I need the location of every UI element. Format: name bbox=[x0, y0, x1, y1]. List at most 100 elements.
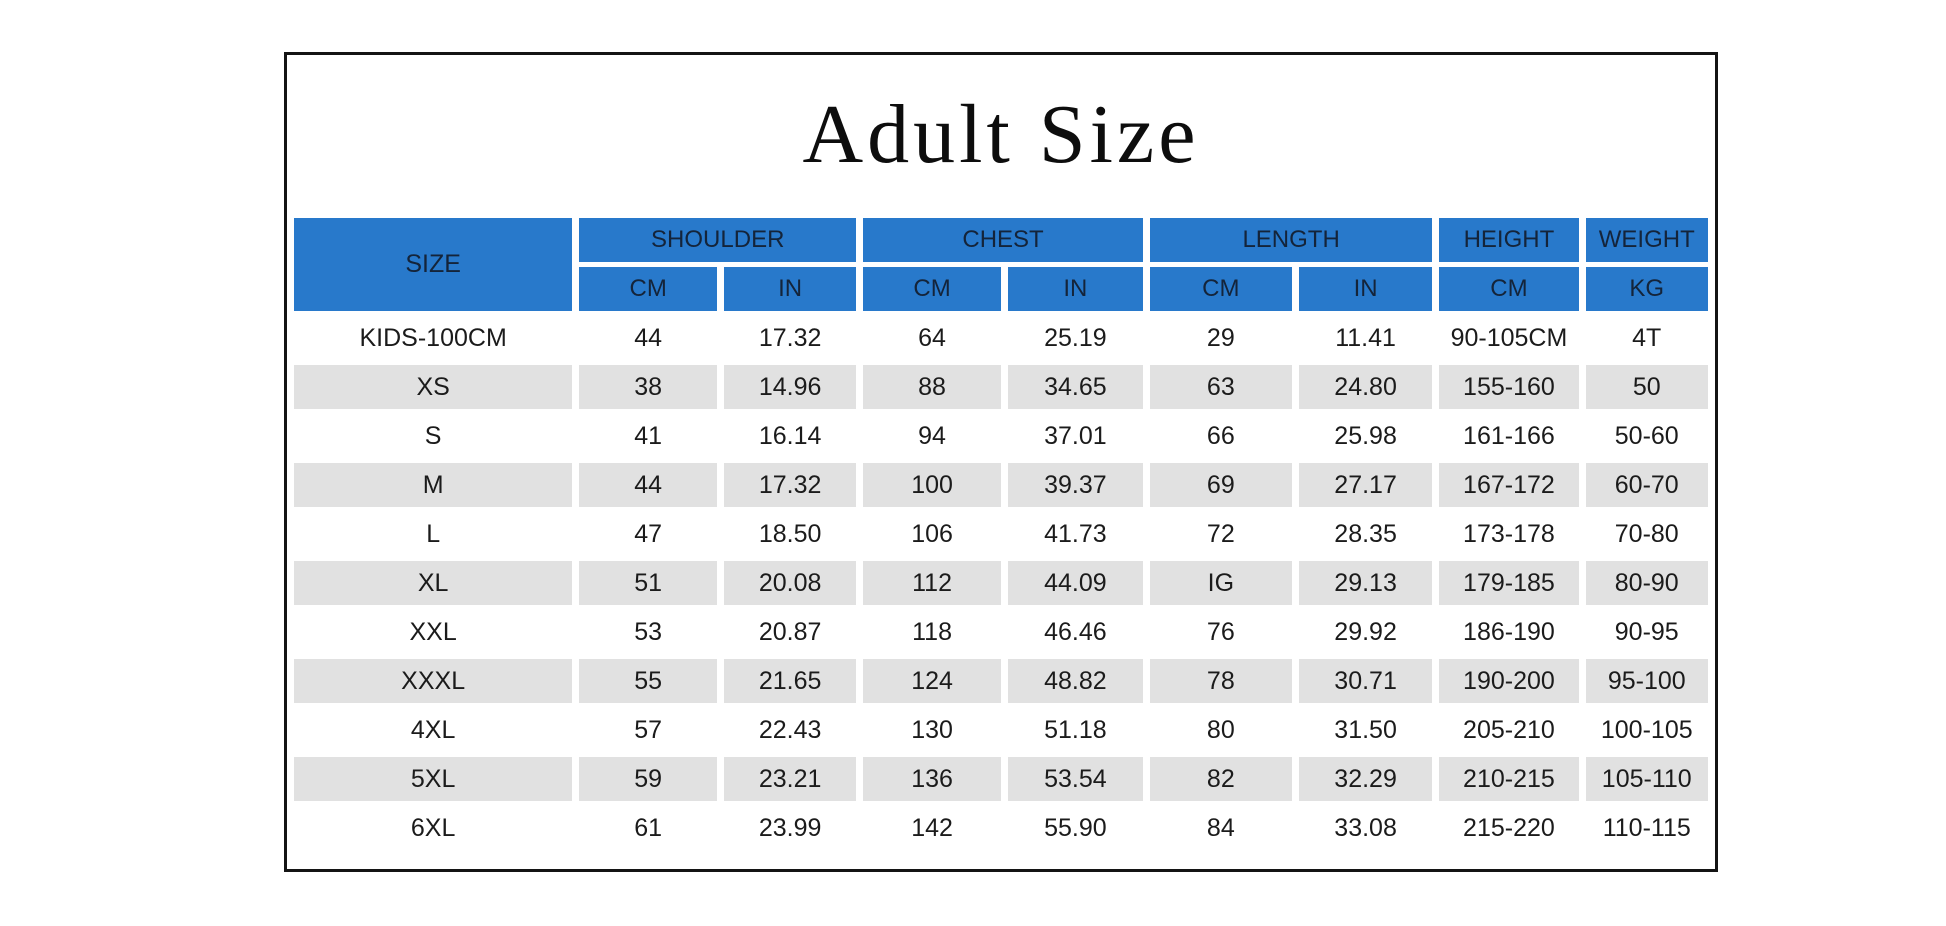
value-cell-weight-kg: 4T bbox=[1585, 316, 1708, 360]
page-title: Adult Size bbox=[802, 87, 1200, 181]
value-cell-chest-cm: 142 bbox=[863, 806, 1001, 850]
value-cell-height-cm: 186-190 bbox=[1439, 610, 1579, 654]
unit-shoulder-cm: CM bbox=[579, 267, 718, 311]
col-header-weight: WEIGHT bbox=[1585, 218, 1708, 262]
value-cell-shoulder-in: 23.21 bbox=[724, 757, 857, 801]
value-cell-length-in: 24.80 bbox=[1298, 365, 1433, 409]
value-cell-shoulder-in: 16.14 bbox=[724, 414, 857, 458]
value-cell-chest-cm: 136 bbox=[863, 757, 1001, 801]
value-cell-shoulder-cm: 41 bbox=[579, 414, 718, 458]
value-cell-chest-in: 37.01 bbox=[1007, 414, 1143, 458]
value-cell-chest-cm: 100 bbox=[863, 463, 1001, 507]
value-cell-height-cm: 179-185 bbox=[1439, 561, 1579, 605]
value-cell-length-cm: 72 bbox=[1149, 512, 1292, 556]
value-cell-chest-cm: 112 bbox=[863, 561, 1001, 605]
value-cell-length-cm: 66 bbox=[1149, 414, 1292, 458]
value-cell-shoulder-cm: 61 bbox=[579, 806, 718, 850]
value-cell-length-in: 29.13 bbox=[1298, 561, 1433, 605]
value-cell-length-cm: IG bbox=[1149, 561, 1292, 605]
value-cell-length-cm: 63 bbox=[1149, 365, 1292, 409]
value-cell-shoulder-cm: 44 bbox=[579, 463, 718, 507]
table-row: 4XL 57 22.43 130 51.18 80 31.50 205-210 … bbox=[294, 708, 1708, 752]
value-cell-length-cm: 78 bbox=[1149, 659, 1292, 703]
unit-weight-kg: KG bbox=[1585, 267, 1708, 311]
value-cell-chest-in: 34.65 bbox=[1007, 365, 1143, 409]
value-cell-chest-cm: 118 bbox=[863, 610, 1001, 654]
value-cell-chest-cm: 106 bbox=[863, 512, 1001, 556]
value-cell-chest-cm: 94 bbox=[863, 414, 1001, 458]
value-cell-length-in: 31.50 bbox=[1298, 708, 1433, 752]
table-row: KIDS-100CM 44 17.32 64 25.19 29 11.41 90… bbox=[294, 316, 1708, 360]
value-cell-length-cm: 69 bbox=[1149, 463, 1292, 507]
value-cell-chest-in: 55.90 bbox=[1007, 806, 1143, 850]
table-row: XL 51 20.08 112 44.09 IG 29.13 179-185 8… bbox=[294, 561, 1708, 605]
col-header-chest: CHEST bbox=[863, 218, 1143, 262]
value-cell-shoulder-in: 14.96 bbox=[724, 365, 857, 409]
value-cell-shoulder-in: 18.50 bbox=[724, 512, 857, 556]
col-header-height: HEIGHT bbox=[1439, 218, 1579, 262]
col-header-size: SIZE bbox=[294, 218, 573, 311]
value-cell-length-cm: 84 bbox=[1149, 806, 1292, 850]
value-cell-weight-kg: 70-80 bbox=[1585, 512, 1708, 556]
value-cell-shoulder-cm: 59 bbox=[579, 757, 718, 801]
value-cell-length-in: 25.98 bbox=[1298, 414, 1433, 458]
size-cell: 5XL bbox=[294, 757, 573, 801]
size-cell: XXL bbox=[294, 610, 573, 654]
value-cell-length-in: 32.29 bbox=[1298, 757, 1433, 801]
table-row: L 47 18.50 106 41.73 72 28.35 173-178 70… bbox=[294, 512, 1708, 556]
value-cell-height-cm: 190-200 bbox=[1439, 659, 1579, 703]
col-header-length: LENGTH bbox=[1149, 218, 1433, 262]
header-unit-row: CM IN CM IN CM IN CM KG bbox=[294, 267, 1708, 311]
value-cell-weight-kg: 50 bbox=[1585, 365, 1708, 409]
table-row: 6XL 61 23.99 142 55.90 84 33.08 215-220 … bbox=[294, 806, 1708, 850]
value-cell-shoulder-cm: 55 bbox=[579, 659, 718, 703]
value-cell-shoulder-in: 22.43 bbox=[724, 708, 857, 752]
table-row: 5XL 59 23.21 136 53.54 82 32.29 210-215 … bbox=[294, 757, 1708, 801]
value-cell-weight-kg: 90-95 bbox=[1585, 610, 1708, 654]
value-cell-shoulder-in: 17.32 bbox=[724, 316, 857, 360]
value-cell-length-in: 11.41 bbox=[1298, 316, 1433, 360]
value-cell-height-cm: 155-160 bbox=[1439, 365, 1579, 409]
table-row: XS 38 14.96 88 34.65 63 24.80 155-160 50 bbox=[294, 365, 1708, 409]
size-cell: L bbox=[294, 512, 573, 556]
value-cell-shoulder-cm: 38 bbox=[579, 365, 718, 409]
value-cell-shoulder-in: 20.87 bbox=[724, 610, 857, 654]
value-cell-length-in: 30.71 bbox=[1298, 659, 1433, 703]
value-cell-chest-cm: 124 bbox=[863, 659, 1001, 703]
size-cell: XXXL bbox=[294, 659, 573, 703]
value-cell-weight-kg: 100-105 bbox=[1585, 708, 1708, 752]
size-cell: XL bbox=[294, 561, 573, 605]
size-cell: XS bbox=[294, 365, 573, 409]
value-cell-weight-kg: 80-90 bbox=[1585, 561, 1708, 605]
value-cell-weight-kg: 95-100 bbox=[1585, 659, 1708, 703]
value-cell-weight-kg: 110-115 bbox=[1585, 806, 1708, 850]
value-cell-height-cm: 167-172 bbox=[1439, 463, 1579, 507]
value-cell-chest-cm: 88 bbox=[863, 365, 1001, 409]
value-cell-length-in: 28.35 bbox=[1298, 512, 1433, 556]
value-cell-shoulder-cm: 53 bbox=[579, 610, 718, 654]
value-cell-length-cm: 29 bbox=[1149, 316, 1292, 360]
value-cell-shoulder-in: 17.32 bbox=[724, 463, 857, 507]
table-row: S 41 16.14 94 37.01 66 25.98 161-166 50-… bbox=[294, 414, 1708, 458]
size-cell: 4XL bbox=[294, 708, 573, 752]
value-cell-height-cm: 173-178 bbox=[1439, 512, 1579, 556]
value-cell-shoulder-cm: 57 bbox=[579, 708, 718, 752]
value-cell-height-cm: 210-215 bbox=[1439, 757, 1579, 801]
unit-length-in: IN bbox=[1298, 267, 1433, 311]
size-table-body: KIDS-100CM 44 17.32 64 25.19 29 11.41 90… bbox=[294, 316, 1708, 850]
value-cell-chest-cm: 130 bbox=[863, 708, 1001, 752]
size-cell: 6XL bbox=[294, 806, 573, 850]
value-cell-height-cm: 161-166 bbox=[1439, 414, 1579, 458]
value-cell-chest-in: 39.37 bbox=[1007, 463, 1143, 507]
value-cell-length-cm: 82 bbox=[1149, 757, 1292, 801]
size-cell: S bbox=[294, 414, 573, 458]
value-cell-chest-in: 41.73 bbox=[1007, 512, 1143, 556]
value-cell-weight-kg: 50-60 bbox=[1585, 414, 1708, 458]
value-cell-shoulder-in: 20.08 bbox=[724, 561, 857, 605]
value-cell-shoulder-in: 21.65 bbox=[724, 659, 857, 703]
value-cell-weight-kg: 105-110 bbox=[1585, 757, 1708, 801]
unit-shoulder-in: IN bbox=[724, 267, 857, 311]
value-cell-chest-in: 25.19 bbox=[1007, 316, 1143, 360]
value-cell-chest-cm: 64 bbox=[863, 316, 1001, 360]
size-cell: M bbox=[294, 463, 573, 507]
